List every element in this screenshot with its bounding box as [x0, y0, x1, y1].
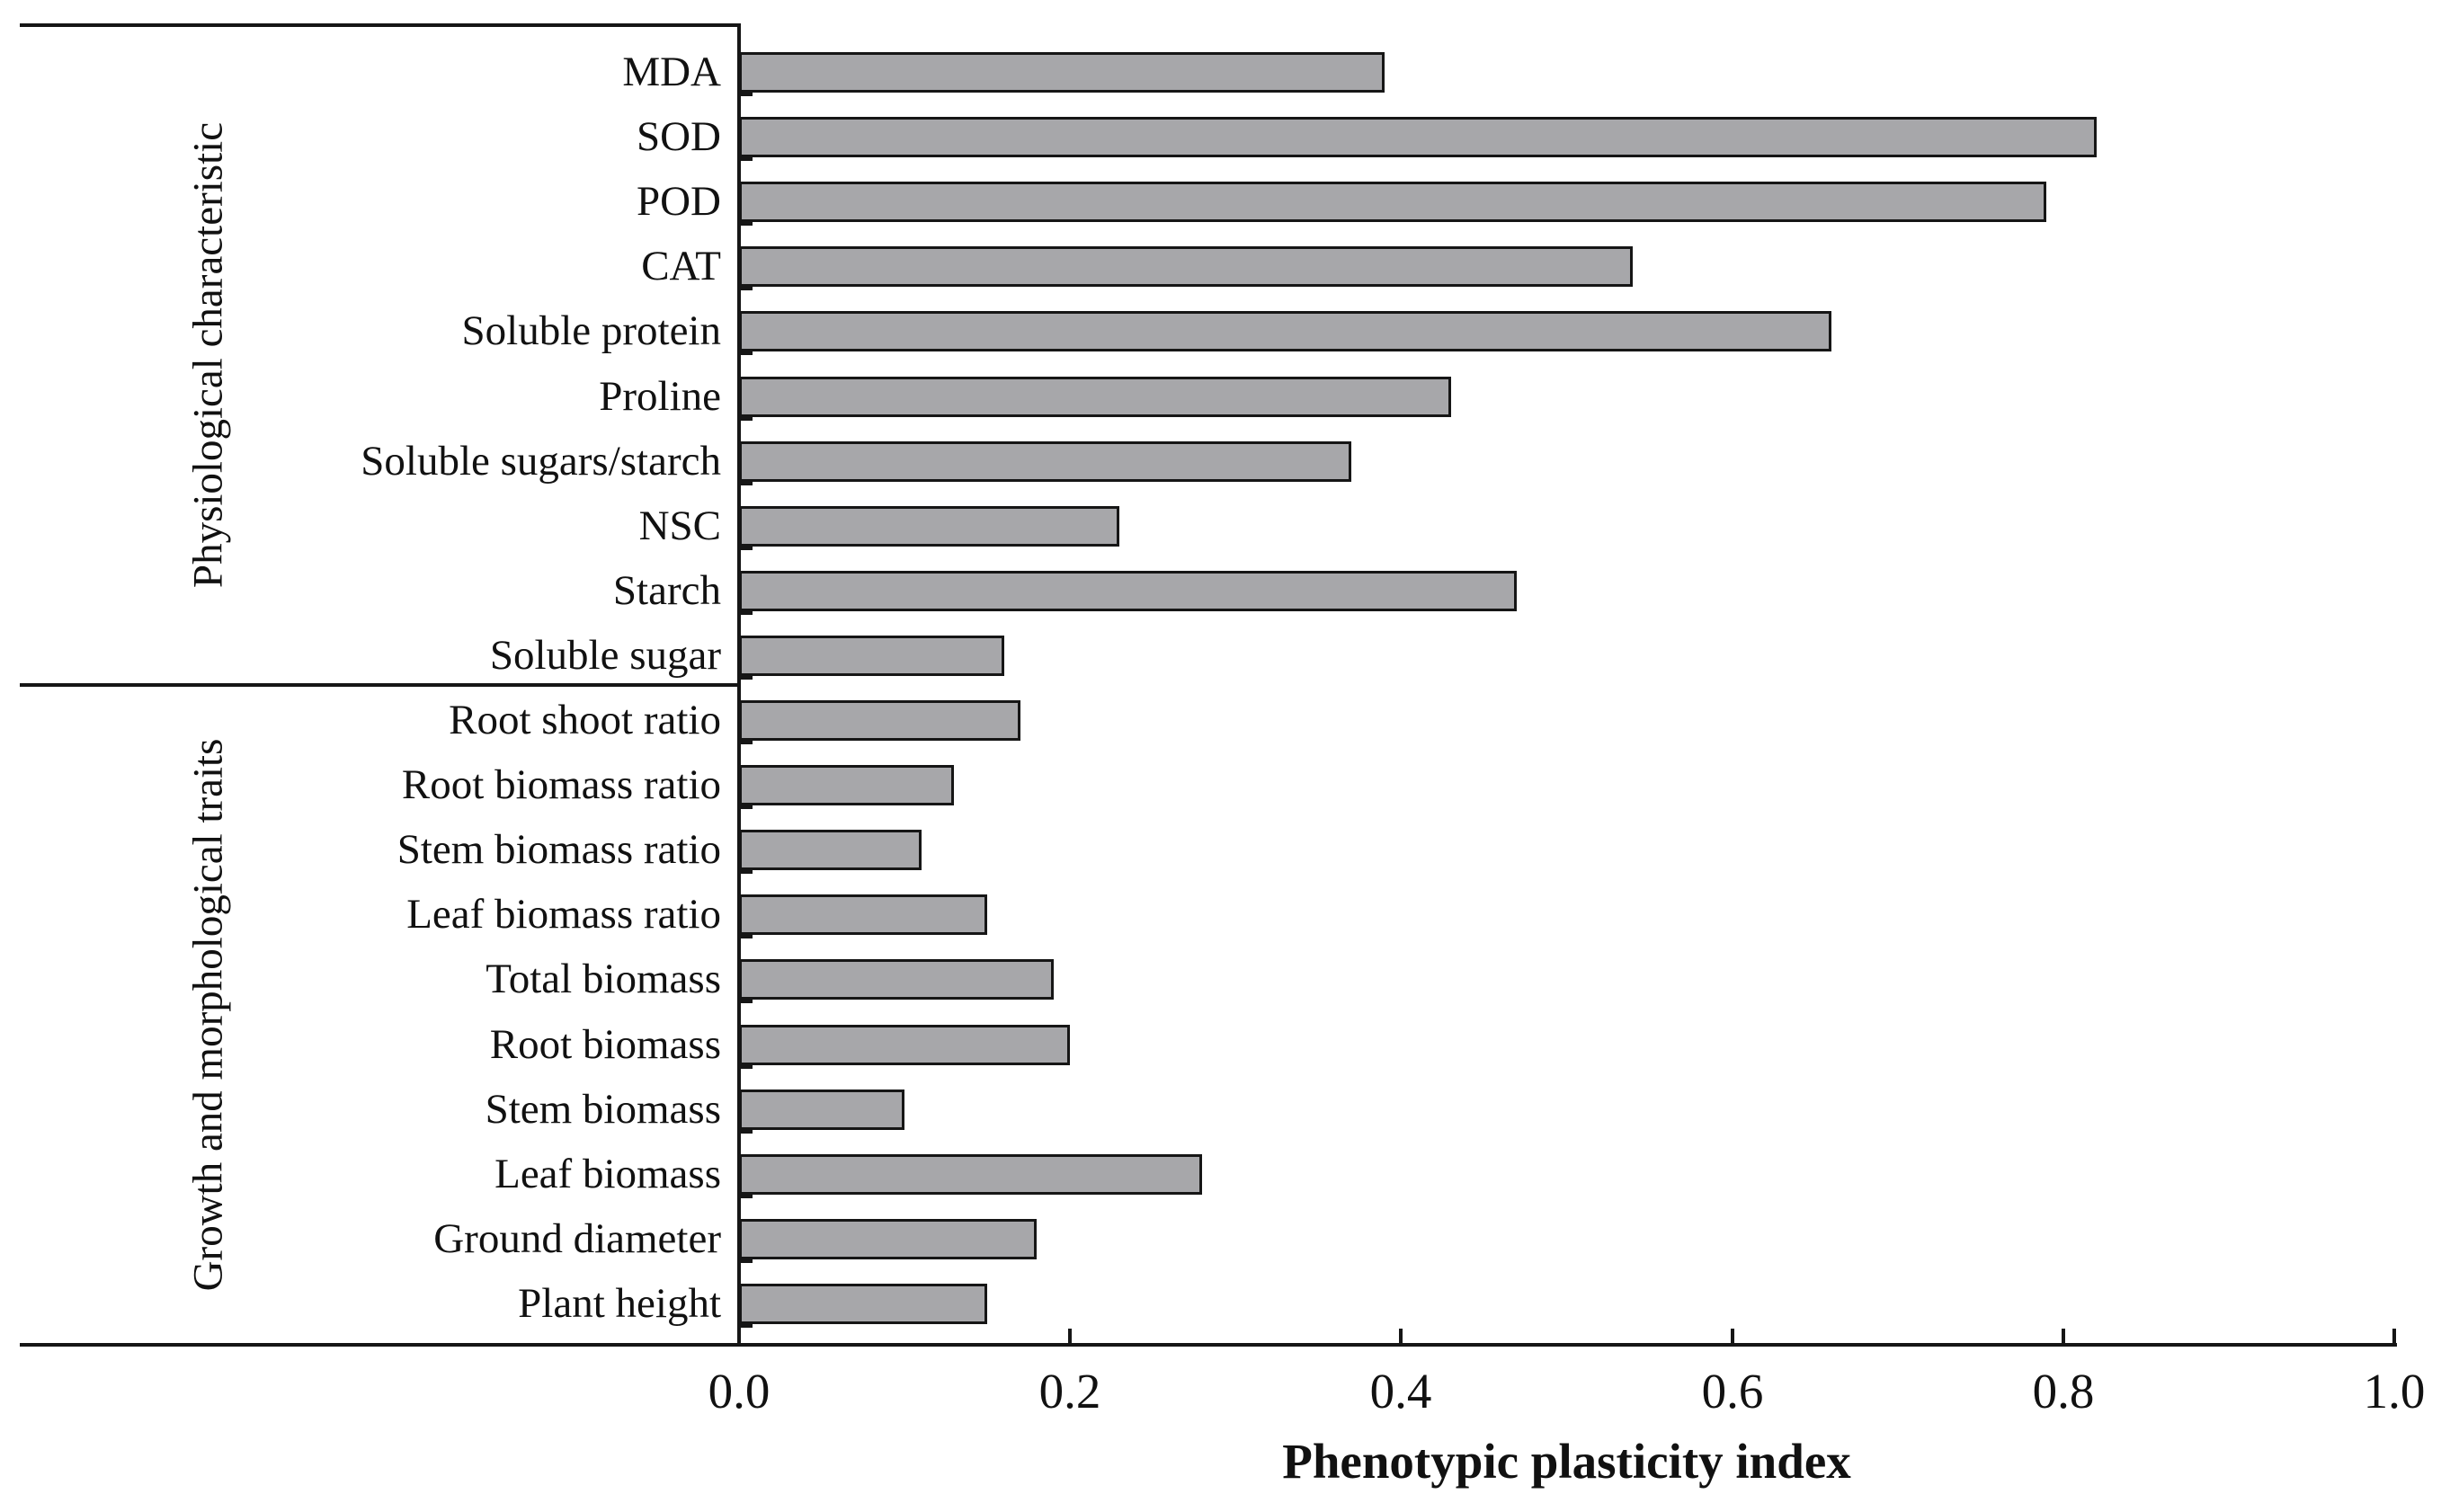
- x-axis-tick: [2392, 1329, 2396, 1343]
- category-label: POD: [636, 178, 721, 225]
- category-bar: [739, 830, 922, 870]
- y-axis-tick: [741, 870, 753, 874]
- y-axis-tick: [741, 1000, 753, 1003]
- y-axis-tick: [741, 611, 753, 615]
- x-axis-tick: [1068, 1329, 1072, 1343]
- y-axis-tick: [741, 935, 753, 938]
- category-label: Stem biomass: [485, 1086, 721, 1133]
- category-label: Soluble sugars/starch: [361, 438, 721, 485]
- category-bar: [739, 246, 1633, 287]
- category-bar: [739, 765, 954, 805]
- category-bar: [739, 1219, 1037, 1259]
- y-axis-tick: [741, 547, 753, 550]
- category-bar: [739, 52, 1385, 93]
- category-label: SOD: [636, 113, 721, 160]
- category-bar: [739, 506, 1119, 547]
- category-label: Proline: [599, 373, 721, 420]
- y-axis-tick: [741, 741, 753, 744]
- x-axis-tick: [1399, 1329, 1403, 1343]
- x-axis-tick-label: 0.8: [2032, 1364, 2095, 1419]
- category-label: Root shoot ratio: [449, 697, 721, 743]
- category-bar: [739, 1025, 1070, 1065]
- y-axis-tick: [741, 676, 753, 680]
- category-bar: [739, 636, 1004, 676]
- category-label: Root biomass ratio: [401, 761, 721, 808]
- y-axis-tick: [741, 157, 753, 161]
- category-bar: [739, 1090, 904, 1130]
- category-label: CAT: [641, 243, 721, 289]
- category-label: Leaf biomass ratio: [406, 891, 721, 938]
- x-axis-tick-label: 0.0: [708, 1364, 771, 1419]
- category-label: NSC: [638, 503, 721, 549]
- group-label-growth: Growth and morphological traits: [184, 738, 232, 1292]
- y-axis-tick: [741, 1324, 753, 1328]
- category-label: Soluble protein: [461, 307, 722, 354]
- category-bar: [739, 700, 1020, 741]
- category-bar: [739, 117, 2097, 157]
- x-axis-tick: [737, 1329, 741, 1343]
- y-axis-tick: [741, 1195, 753, 1198]
- category-bar: [739, 894, 987, 935]
- category-bar: [739, 1284, 987, 1324]
- y-axis-tick: [741, 482, 753, 485]
- group-separator-line: [20, 683, 739, 687]
- category-label: Plant height: [518, 1280, 721, 1327]
- category-bar: [739, 571, 1517, 611]
- y-axis-tick: [741, 805, 753, 809]
- y-axis-tick: [741, 1259, 753, 1263]
- y-axis-tick: [741, 222, 753, 226]
- category-bar: [739, 959, 1054, 1000]
- y-axis-tick: [741, 287, 753, 290]
- category-bar: [739, 311, 1831, 351]
- y-axis-tick: [741, 417, 753, 421]
- category-label: Stem biomass ratio: [396, 826, 721, 873]
- x-axis-tick-label: 0.4: [1369, 1364, 1432, 1419]
- category-bar: [739, 377, 1451, 417]
- category-bar: [739, 1154, 1202, 1195]
- x-axis-line: [20, 1343, 2397, 1347]
- x-axis-tick: [1731, 1329, 1734, 1343]
- category-label: Starch: [612, 567, 721, 614]
- y-axis-tick: [741, 1130, 753, 1134]
- category-label: Ground diameter: [433, 1215, 721, 1262]
- category-label: Soluble sugar: [489, 632, 721, 679]
- top-border-line: [20, 23, 741, 27]
- category-label: Leaf biomass: [494, 1151, 721, 1197]
- x-axis-tick-label: 0.6: [1701, 1364, 1764, 1419]
- category-label: MDA: [622, 49, 721, 95]
- category-label: Root biomass: [489, 1021, 721, 1068]
- x-axis-tick-label: 0.2: [1038, 1364, 1101, 1419]
- x-axis-title: Phenotypic plasticity index: [1282, 1434, 1851, 1489]
- y-axis-tick: [741, 351, 753, 355]
- x-axis-tick: [2062, 1329, 2065, 1343]
- category-bar: [739, 441, 1351, 482]
- y-axis-tick: [741, 93, 753, 96]
- y-axis-line: [737, 23, 741, 1347]
- category-bar: [739, 182, 2046, 222]
- category-label: Total biomass: [486, 956, 721, 1002]
- x-axis-tick-label: 1.0: [2363, 1364, 2426, 1419]
- y-axis-tick: [741, 1065, 753, 1069]
